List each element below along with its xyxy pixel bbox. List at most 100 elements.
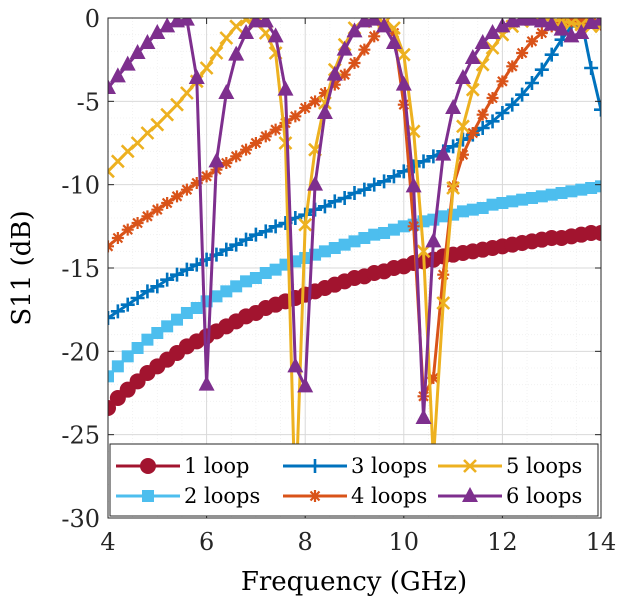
asterisk-marker — [299, 102, 312, 114]
triangle-marker — [316, 104, 333, 119]
square-marker — [328, 242, 341, 254]
cross-marker — [179, 86, 194, 100]
plus-marker — [239, 232, 254, 247]
plus-marker — [386, 169, 401, 184]
asterisk-marker — [456, 148, 469, 161]
data-point — [199, 61, 214, 75]
asterisk-marker — [575, 18, 588, 28]
data-point — [485, 41, 500, 55]
square-marker — [525, 192, 538, 204]
data-point — [346, 22, 363, 38]
asterisk-marker — [328, 78, 341, 91]
square-marker — [161, 320, 174, 333]
circle-marker — [140, 458, 156, 474]
asterisk-marker — [190, 177, 203, 189]
data-point — [131, 342, 144, 354]
square-marker — [486, 198, 499, 211]
data-point — [249, 272, 262, 284]
data-point — [220, 157, 233, 169]
plus-marker — [505, 97, 520, 112]
data-point — [545, 188, 558, 201]
data-point — [307, 175, 324, 191]
data-point — [553, 20, 570, 36]
data-point — [129, 44, 146, 59]
data-point — [386, 169, 401, 184]
data-point — [299, 102, 312, 114]
plus-marker — [347, 186, 362, 200]
data-point — [405, 177, 422, 193]
data-point — [516, 193, 529, 206]
data-point — [119, 55, 136, 71]
triangle-marker — [494, 18, 511, 33]
plus-marker — [108, 311, 115, 325]
triangle-marker — [307, 175, 324, 191]
data-point — [228, 45, 245, 61]
square-marker — [230, 280, 243, 293]
series-2 — [108, 180, 601, 383]
cross-marker — [463, 459, 477, 473]
legend-marker — [463, 459, 477, 473]
data-point — [180, 183, 193, 196]
square-marker — [565, 185, 578, 198]
legend-marker — [309, 490, 321, 502]
data-point — [258, 224, 273, 239]
data-point — [533, 18, 550, 28]
data-point — [328, 78, 341, 91]
data-point — [140, 284, 155, 299]
data-point — [516, 47, 529, 59]
data-point — [575, 18, 588, 28]
data-point — [348, 57, 361, 69]
data-point — [111, 232, 124, 244]
data-point — [425, 232, 442, 248]
data-point — [593, 225, 601, 241]
data-point — [534, 62, 549, 77]
data-point — [397, 98, 410, 111]
triangle-marker — [583, 18, 600, 29]
data-point — [368, 30, 381, 43]
square-marker — [555, 187, 568, 199]
plus-marker — [140, 284, 155, 299]
data-point — [180, 307, 193, 319]
data-point — [229, 237, 244, 252]
triangle-marker — [435, 145, 452, 161]
asterisk-marker — [338, 68, 351, 81]
data-point — [141, 333, 154, 346]
triangle-marker — [484, 24, 501, 39]
plus-marker — [308, 459, 322, 473]
asterisk-marker — [240, 143, 253, 156]
data-point — [535, 27, 548, 39]
data-point — [436, 296, 451, 310]
data-point — [240, 143, 253, 156]
triangle-marker — [474, 34, 491, 49]
data-point — [267, 27, 284, 43]
triangle-marker — [297, 377, 314, 393]
triangle-marker — [593, 18, 601, 26]
plus-marker — [416, 154, 431, 169]
data-point — [139, 34, 156, 49]
data-point — [368, 228, 381, 241]
data-point — [278, 136, 293, 150]
data-point — [415, 409, 432, 424]
circle-marker — [593, 225, 601, 241]
triangle-marker — [108, 79, 116, 94]
data-point — [427, 372, 440, 384]
data-point — [407, 220, 420, 233]
legend-item: 6 loops — [438, 484, 582, 508]
data-point — [198, 375, 215, 391]
asterisk-marker — [171, 190, 184, 203]
data-point — [585, 182, 598, 194]
data-point — [161, 197, 174, 209]
data-point — [476, 108, 489, 121]
data-point — [376, 18, 393, 33]
square-marker — [387, 223, 400, 236]
data-point — [555, 187, 568, 199]
square-marker — [111, 360, 124, 373]
triangle-marker — [425, 232, 442, 248]
data-point — [149, 24, 166, 39]
data-point — [108, 79, 116, 94]
cross-marker — [485, 41, 500, 55]
triangle-marker — [385, 34, 402, 49]
data-point — [209, 46, 224, 60]
data-point — [121, 350, 134, 363]
